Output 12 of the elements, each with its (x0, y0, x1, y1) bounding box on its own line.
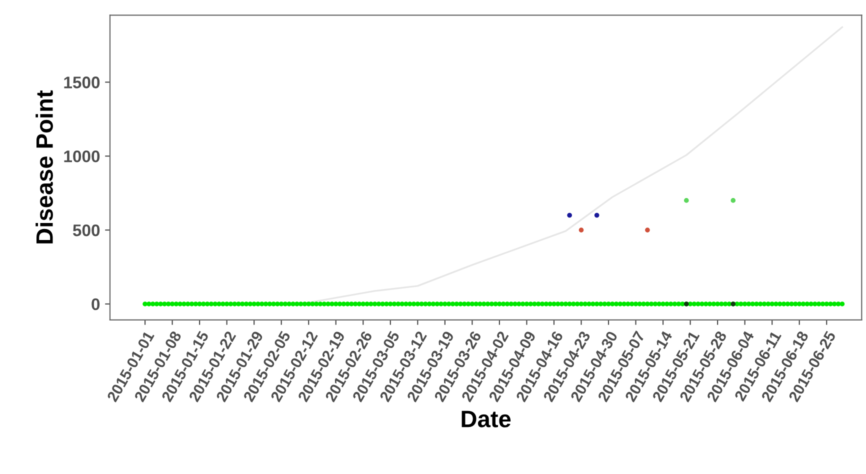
x-axis-title: Date (462, 410, 511, 428)
point (567, 212, 572, 218)
y-tick-label: 1500 (64, 76, 100, 88)
point (730, 198, 736, 203)
point (684, 198, 689, 203)
point (578, 228, 584, 232)
point (645, 228, 650, 232)
y-tick-label: 0 (92, 298, 100, 310)
y-tick-label: 1000 (64, 150, 100, 162)
y-axis-title: Disease Point (36, 90, 53, 244)
point (594, 212, 600, 218)
y-tick-label: 500 (72, 224, 100, 236)
